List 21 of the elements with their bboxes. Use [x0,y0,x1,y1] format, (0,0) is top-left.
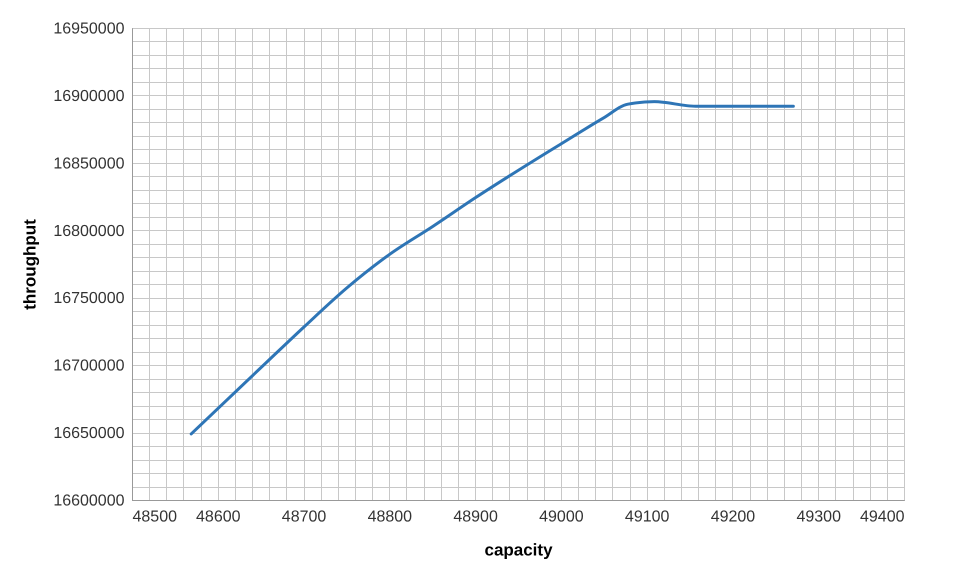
x-tick-label: 48700 [282,508,326,526]
x-tick-label: 49300 [796,508,842,526]
line-series [190,100,795,436]
x-tick-label: 48500 [132,508,178,526]
x-tick-label: 49000 [539,508,584,526]
y-tick-label: 16700000 [53,358,125,375]
y-axis-title: throughput [20,218,40,310]
y-tick-label: 16600000 [53,492,125,510]
x-tick-label: 49200 [710,508,756,526]
x-tick-label: 49400 [860,508,905,526]
x-tick-label: 48900 [453,508,498,526]
y-tick-label: 16950000 [53,20,125,38]
x-tick-label: 48600 [196,508,241,526]
y-tick-label: 16800000 [53,222,125,240]
x-axis-title: capacity [484,540,554,560]
y-tick-label: 16750000 [53,290,125,308]
y-tick-label: 16650000 [53,425,125,442]
x-tick-label: 49100 [624,508,670,526]
x-tick-label: 48800 [368,508,412,526]
y-tick-label: 16850000 [53,155,125,172]
y-tick-label: 16900000 [53,88,125,105]
